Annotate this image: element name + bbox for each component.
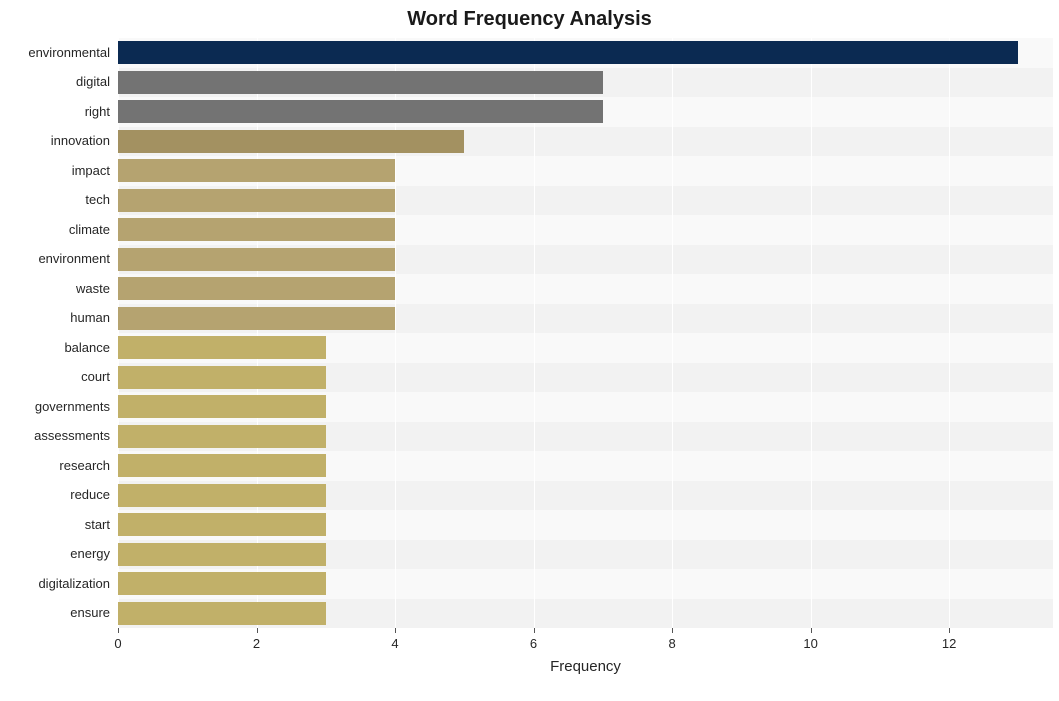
x-tick-mark — [257, 628, 258, 633]
bar — [118, 248, 395, 271]
bar — [118, 484, 326, 507]
x-tick-label: 2 — [237, 636, 277, 651]
chart-container: Word Frequency Analysis environmental dig… — [0, 0, 1059, 701]
y-tick-label: court — [0, 369, 110, 384]
bar — [118, 395, 326, 418]
x-gridline — [395, 38, 396, 628]
bar — [118, 218, 395, 241]
x-gridline — [257, 38, 258, 628]
bar — [118, 100, 603, 123]
x-gridline — [811, 38, 812, 628]
x-tick-label: 10 — [791, 636, 831, 651]
bar — [118, 189, 395, 212]
bar — [118, 454, 326, 477]
y-tick-label: impact — [0, 163, 110, 178]
x-tick-label: 6 — [514, 636, 554, 651]
bar — [118, 366, 326, 389]
bar — [118, 336, 326, 359]
x-tick-mark — [534, 628, 535, 633]
x-tick-label: 8 — [652, 636, 692, 651]
y-tick-label: start — [0, 517, 110, 532]
y-tick-label: assessments — [0, 428, 110, 443]
bar — [118, 159, 395, 182]
y-tick-label: climate — [0, 222, 110, 237]
y-tick-label: governments — [0, 399, 110, 414]
y-tick-label: environmental — [0, 45, 110, 60]
y-tick-label: reduce — [0, 487, 110, 502]
x-gridline — [949, 38, 950, 628]
y-tick-label: digitalization — [0, 576, 110, 591]
y-tick-label: environment — [0, 251, 110, 266]
y-tick-label: energy — [0, 546, 110, 561]
y-tick-label: balance — [0, 340, 110, 355]
x-axis-label: Frequency — [118, 658, 1053, 675]
y-tick-label: digital — [0, 74, 110, 89]
y-tick-label: ensure — [0, 605, 110, 620]
y-tick-label: right — [0, 104, 110, 119]
bar — [118, 130, 464, 153]
y-tick-label: waste — [0, 281, 110, 296]
bar — [118, 277, 395, 300]
bar — [118, 41, 1018, 64]
bar — [118, 71, 603, 94]
y-tick-label: innovation — [0, 133, 110, 148]
x-gridline — [534, 38, 535, 628]
x-gridline — [672, 38, 673, 628]
bar — [118, 602, 326, 625]
x-tick-mark — [395, 628, 396, 633]
x-tick-label: 4 — [375, 636, 415, 651]
bar — [118, 543, 326, 566]
y-tick-label: research — [0, 458, 110, 473]
x-tick-mark — [118, 628, 119, 633]
x-tick-mark — [949, 628, 950, 633]
x-gridline — [118, 38, 119, 628]
x-tick-label: 12 — [929, 636, 969, 651]
x-tick-mark — [811, 628, 812, 633]
x-tick-label: 0 — [98, 636, 138, 651]
x-tick-mark — [672, 628, 673, 633]
plot-area — [118, 38, 1053, 628]
bar — [118, 425, 326, 448]
bar — [118, 513, 326, 536]
bar — [118, 572, 326, 595]
y-tick-label: human — [0, 310, 110, 325]
bar — [118, 307, 395, 330]
chart-title: Word Frequency Analysis — [0, 8, 1059, 31]
y-tick-label: tech — [0, 192, 110, 207]
